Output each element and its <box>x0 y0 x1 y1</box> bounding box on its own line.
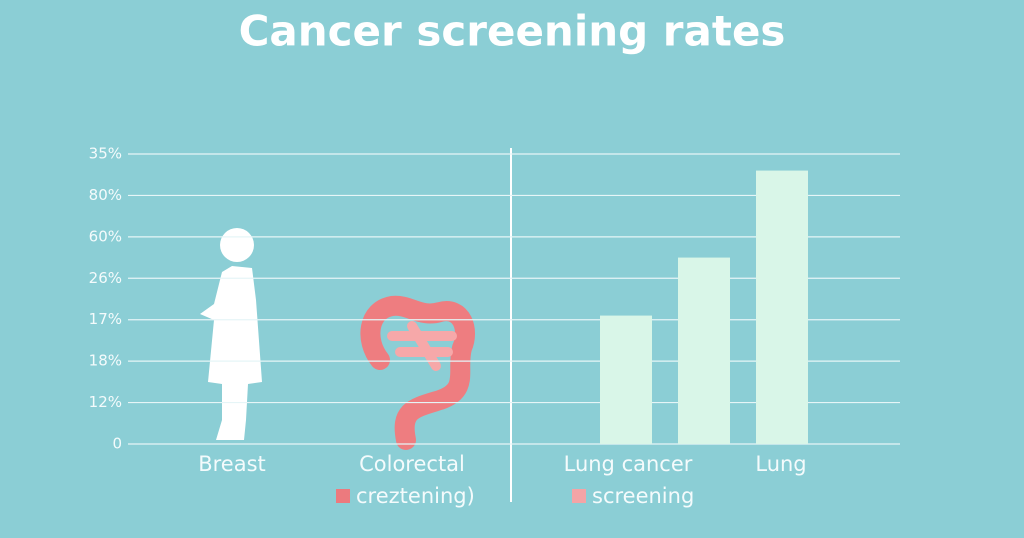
chart-title: Cancer screening rates <box>239 7 786 56</box>
y-tick-label: 17% <box>89 310 122 328</box>
x-tick-label: Breast <box>198 452 266 476</box>
bar <box>678 257 730 444</box>
bar <box>756 170 808 445</box>
x-tick-label: Lung cancer <box>564 452 693 476</box>
y-tick-label: 26% <box>89 269 122 287</box>
y-tick-label: 35% <box>89 145 122 163</box>
x-tick-label: Lung <box>755 452 806 476</box>
y-tick-label: 80% <box>89 186 122 204</box>
legend-label: screening <box>592 484 694 508</box>
y-tick-label: 18% <box>89 352 122 370</box>
y-tick-label: 12% <box>89 393 122 411</box>
legend-swatch <box>336 489 350 503</box>
legend-swatch <box>572 489 586 503</box>
y-tick-label: 60% <box>89 227 122 245</box>
legend-label: creztening) <box>356 484 475 508</box>
bar <box>600 315 652 444</box>
x-tick-label: Colorectal <box>359 452 465 476</box>
y-tick-label: 0 <box>112 435 122 453</box>
